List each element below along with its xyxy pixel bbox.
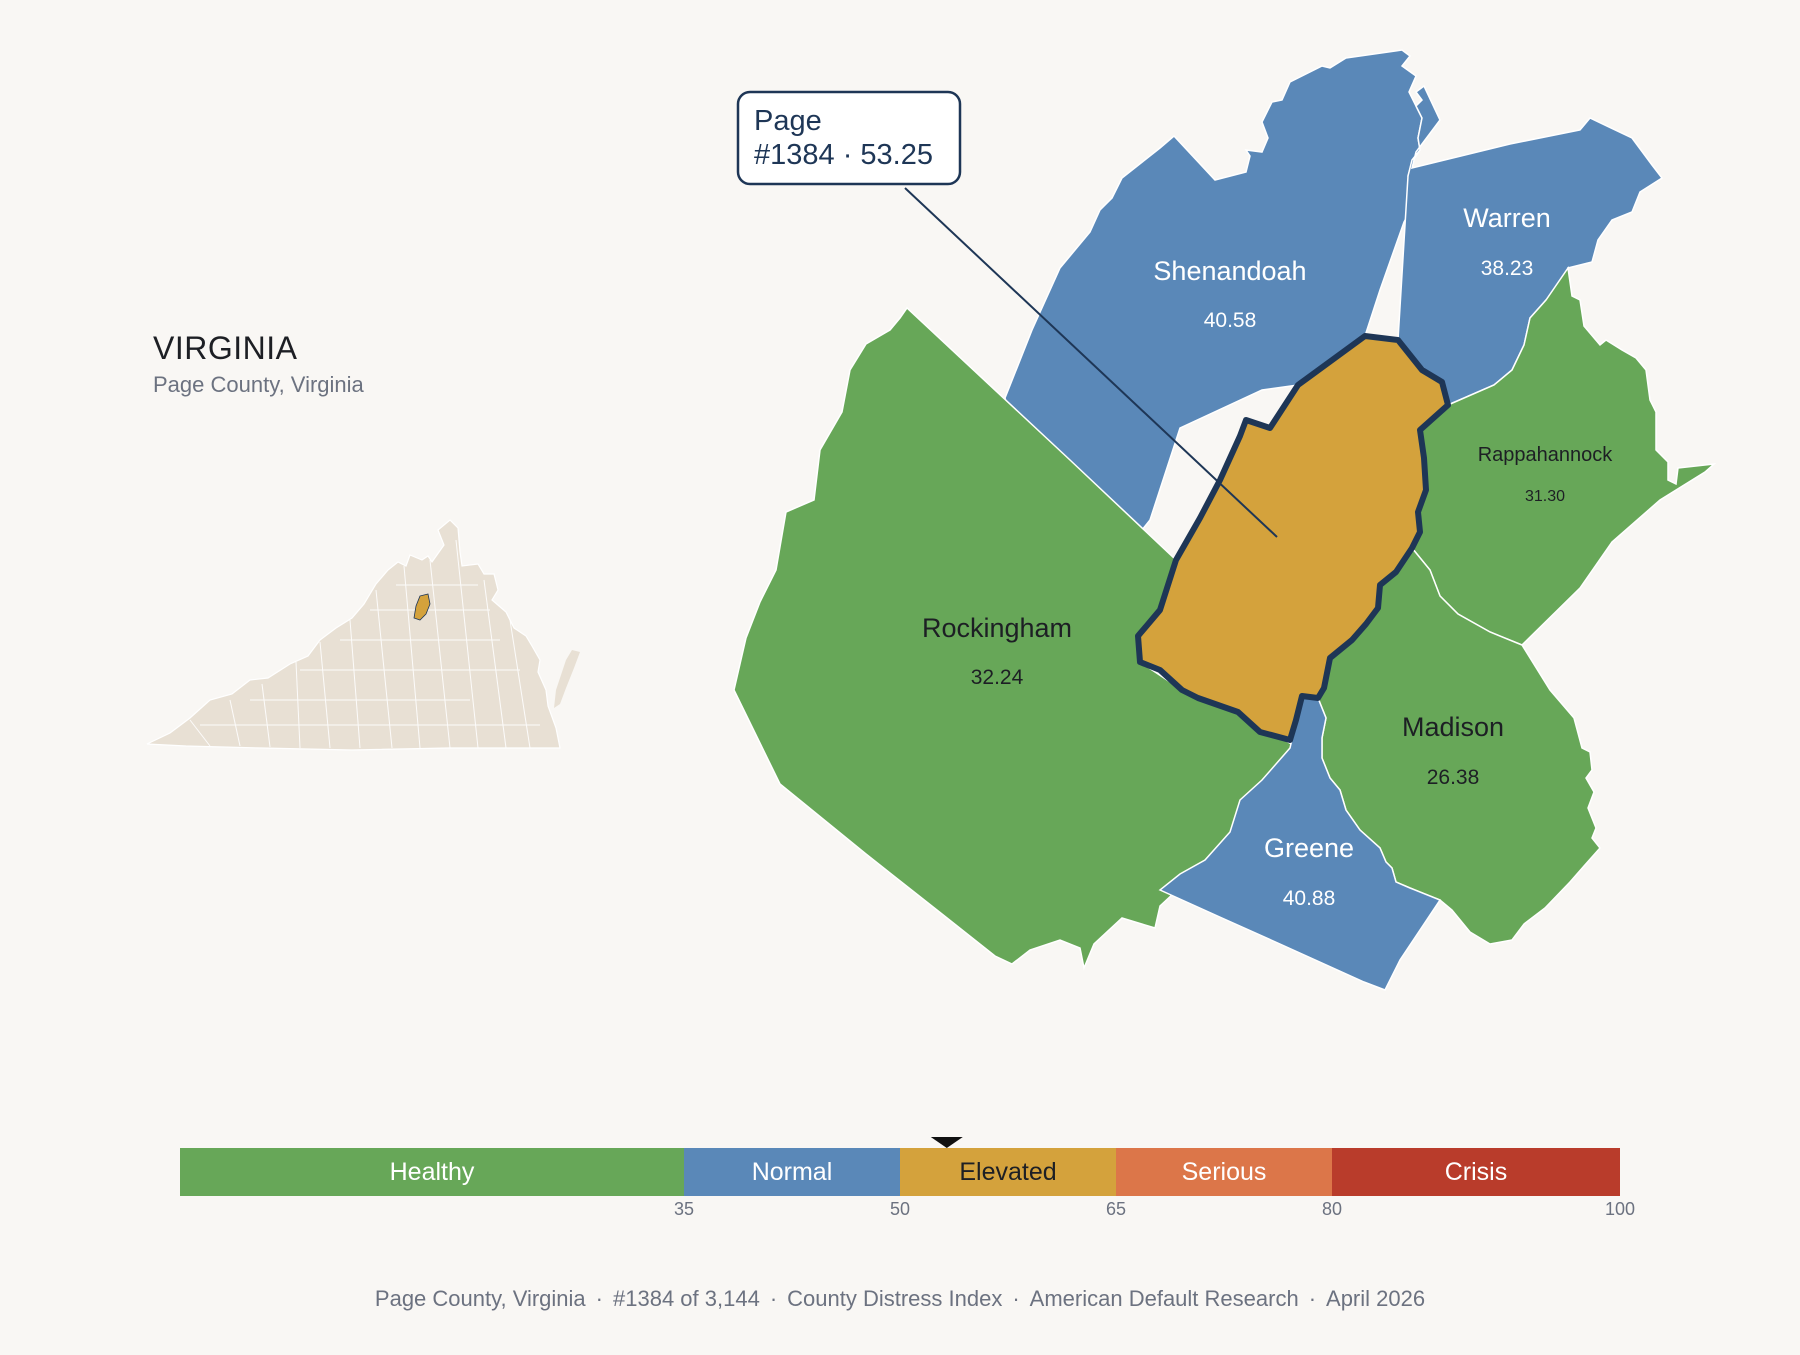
footer-county: Page County, Virginia xyxy=(374,1286,586,1311)
footer-separator: · xyxy=(1012,1286,1020,1311)
label-warren-name: Warren xyxy=(1463,203,1551,233)
label-greene-name: Greene xyxy=(1264,833,1354,863)
virginia-shape xyxy=(146,519,561,751)
label-shenandoah-value: 40.58 xyxy=(1204,309,1257,332)
label-warren-value: 38.23 xyxy=(1481,257,1534,280)
legend-tick-50: 50 xyxy=(890,1199,910,1219)
legend-label-normal: Normal xyxy=(752,1158,833,1186)
county-shenandoah[interactable] xyxy=(1004,49,1423,562)
county-layer xyxy=(733,49,1717,991)
label-rockingham-name: Rockingham xyxy=(922,613,1072,643)
inset-page-highlight xyxy=(413,593,431,621)
legend-tick-65: 65 xyxy=(1106,1199,1126,1219)
label-madison-name: Madison xyxy=(1402,712,1504,742)
label-rockingham-value: 32.24 xyxy=(971,666,1024,689)
county-greene[interactable] xyxy=(1158,695,1442,991)
legend-segments: Healthy Normal Elevated Serious Crisis xyxy=(180,1148,1620,1196)
county-page[interactable] xyxy=(1135,333,1451,743)
state-title: VIRGINIA xyxy=(153,330,298,366)
footer-separator: · xyxy=(595,1286,603,1311)
legend-segment-elevated xyxy=(900,1148,1116,1196)
label-shenandoah-name: Shenandoah xyxy=(1153,256,1306,286)
callout-rank-score: #1384 · 53.25 xyxy=(754,139,933,171)
page-callout: Page #1384 · 53.25 xyxy=(736,90,1278,538)
legend-ticks: 35 50 65 80 100 xyxy=(674,1199,1635,1219)
label-rappahannock-value: 31.30 xyxy=(1525,488,1565,505)
label-rappahannock-name: Rappahannock xyxy=(1478,444,1614,466)
legend-tick-35: 35 xyxy=(674,1199,694,1219)
state-subtitle: Page County, Virginia xyxy=(153,372,364,397)
legend-label-elevated: Elevated xyxy=(959,1158,1056,1186)
state-inset-map xyxy=(146,519,580,751)
legend-tick-80: 80 xyxy=(1322,1199,1342,1219)
footer-separator: · xyxy=(769,1286,778,1311)
legend-label-crisis: Crisis xyxy=(1445,1158,1508,1186)
footer-index: County Distress Index xyxy=(787,1286,1003,1311)
label-madison-value: 26.38 xyxy=(1427,766,1480,789)
footer-rank: #1384 of 3,144 xyxy=(613,1286,760,1311)
callout-leader-line xyxy=(904,187,1278,538)
label-greene-value: 40.88 xyxy=(1283,887,1336,910)
legend-label-serious: Serious xyxy=(1182,1158,1267,1186)
county-labels: Shenandoah 40.58 Warren 38.23 Rappahanno… xyxy=(922,203,1613,910)
callout-county-name: Page xyxy=(754,105,822,137)
legend-segment-healthy xyxy=(180,1148,684,1196)
footer-separator: · xyxy=(1308,1286,1317,1311)
legend-tick-100: 100 xyxy=(1605,1199,1635,1219)
footer-source: American Default Research xyxy=(1029,1286,1299,1311)
legend-segment-normal xyxy=(684,1148,900,1196)
virginia-eastern-shore xyxy=(554,650,580,708)
legend-segment-serious xyxy=(1116,1148,1332,1196)
inset-county-borders xyxy=(189,539,540,749)
legend: Healthy Normal Elevated Serious Crisis 35 50 6… xyxy=(180,1137,1635,1219)
legend-segment-crisis xyxy=(1332,1148,1620,1196)
callout-box xyxy=(736,90,962,186)
footer: Page County, Virginia · #1384 of 3,144 · Cou… xyxy=(0,1286,1800,1312)
legend-label-healthy: Healthy xyxy=(390,1158,475,1186)
footer-date: April 2026 xyxy=(1326,1286,1426,1311)
legend-marker xyxy=(930,1137,963,1148)
